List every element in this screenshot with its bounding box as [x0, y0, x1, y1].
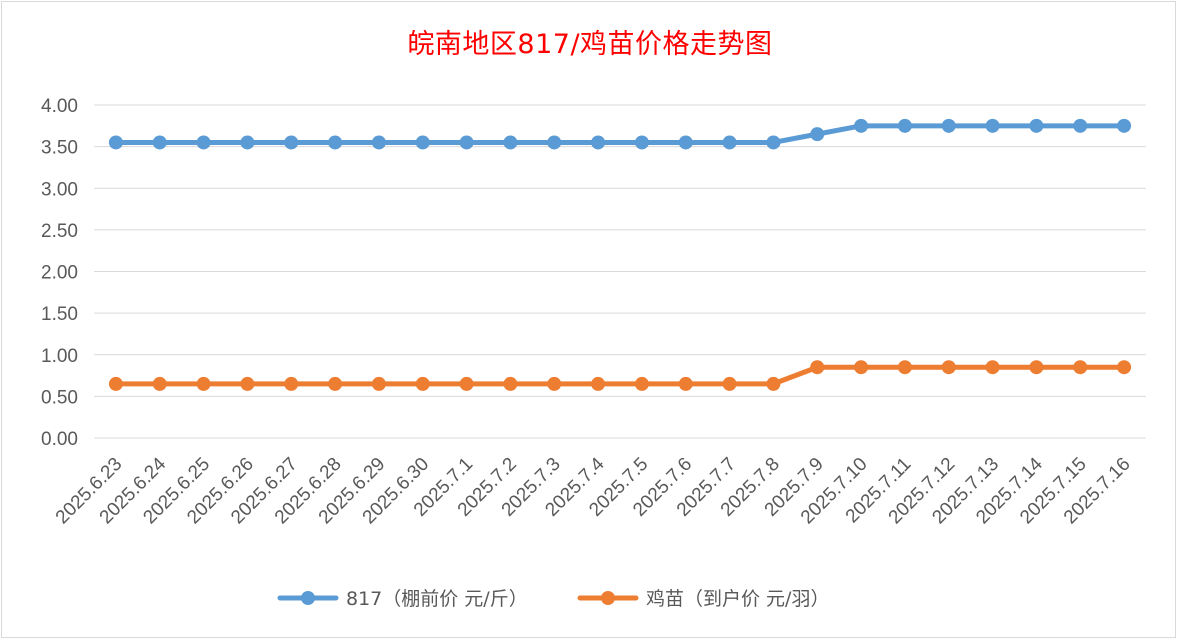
y-tick-label: 2.50: [41, 221, 78, 242]
y-tick-label: 1.50: [41, 304, 78, 325]
data-point: [284, 376, 299, 391]
data-point: [503, 376, 518, 391]
y-tick-label: 2.00: [41, 263, 78, 284]
data-point: [722, 376, 737, 391]
data-point: [854, 360, 869, 375]
data-point: [415, 376, 430, 391]
data-point: [459, 135, 474, 150]
data-point: [678, 135, 693, 150]
data-point: [371, 135, 386, 150]
data-point: [547, 376, 562, 391]
data-point: [1073, 118, 1088, 133]
data-point: [591, 135, 606, 150]
data-point: [284, 135, 299, 150]
data-point: [1029, 118, 1044, 133]
data-point: [985, 360, 1000, 375]
data-point: [240, 135, 255, 150]
y-tick-label: 1.00: [41, 346, 78, 367]
data-point: [1073, 360, 1088, 375]
data-point: [459, 376, 474, 391]
data-point: [591, 376, 606, 391]
data-point: [371, 376, 386, 391]
legend-swatch-marker: [301, 591, 315, 605]
data-point: [634, 376, 649, 391]
legend-label: 817（棚前价 元/斤）: [346, 588, 528, 610]
y-tick-label: 4.00: [41, 96, 78, 117]
data-point: [1117, 118, 1132, 133]
data-point: [678, 376, 693, 391]
data-point: [1029, 360, 1044, 375]
data-point: [152, 376, 167, 391]
data-point: [328, 376, 343, 391]
data-point: [108, 376, 123, 391]
data-point: [897, 360, 912, 375]
series-line-1: [113, 123, 1127, 145]
data-point: [634, 135, 649, 150]
y-tick-label: 3.50: [41, 138, 78, 159]
data-point: [415, 135, 430, 150]
series-line-2: [113, 364, 1127, 387]
data-point: [240, 376, 255, 391]
data-point: [985, 118, 1000, 133]
y-tick-label: 3.00: [41, 179, 78, 200]
data-point: [328, 135, 343, 150]
y-tick-label: 0.00: [41, 429, 78, 450]
legend-label: 鸡苗（到户价 元/羽）: [646, 588, 829, 610]
data-point: [547, 135, 562, 150]
data-point: [941, 118, 956, 133]
data-point: [196, 376, 211, 391]
chart-title: 皖南地区817/鸡苗价格走势图: [407, 29, 773, 60]
y-tick-label: 0.50: [41, 387, 78, 408]
data-point: [766, 135, 781, 150]
data-point: [108, 135, 123, 150]
data-point: [854, 118, 869, 133]
legend-swatch-marker: [601, 591, 615, 605]
data-point: [152, 135, 167, 150]
data-point: [196, 135, 211, 150]
data-point: [810, 127, 825, 142]
data-point: [722, 135, 737, 150]
data-point: [503, 135, 518, 150]
data-point: [810, 360, 825, 375]
data-point: [897, 118, 912, 133]
data-point: [941, 360, 956, 375]
data-point: [1117, 360, 1132, 375]
data-point: [766, 376, 781, 391]
